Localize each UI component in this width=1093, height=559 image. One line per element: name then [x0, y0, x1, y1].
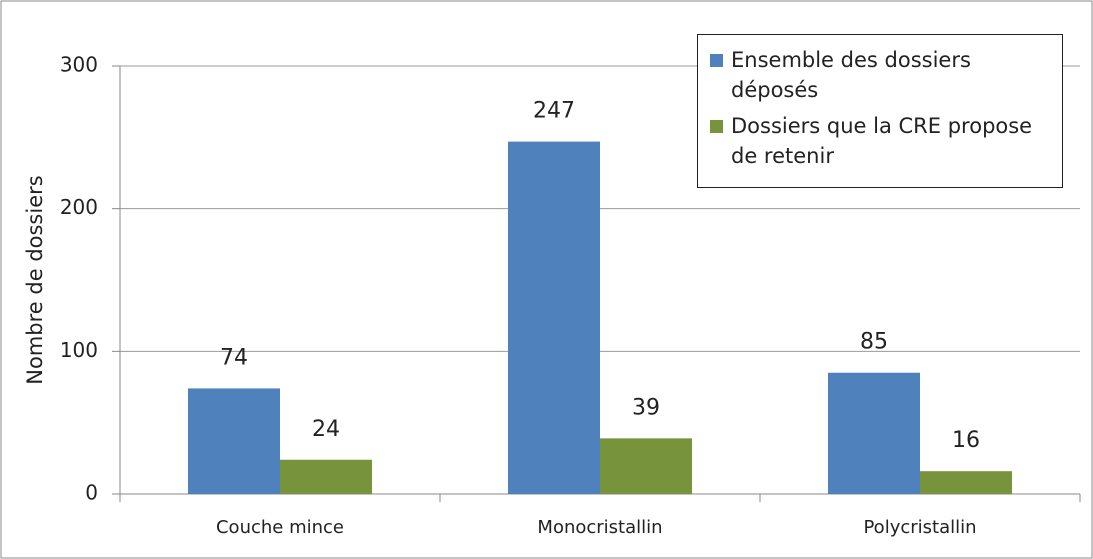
bar: [600, 438, 692, 494]
legend-entry: Dossiers que la CRE propose de retenir: [710, 111, 1050, 171]
legend: Ensemble des dossiers déposés Dossiers qu…: [697, 34, 1063, 188]
x-tick-label: Polycristallin: [863, 517, 976, 538]
y-tick-label: 0: [85, 481, 98, 505]
y-axis-label: Nombre de dossiers: [23, 175, 47, 384]
y-tick-label: 300: [60, 53, 98, 77]
data-label: 85: [860, 330, 888, 355]
y-tick-label: 100: [60, 338, 98, 362]
data-label: 16: [952, 428, 980, 453]
bar: [828, 372, 920, 494]
data-label: 247: [533, 99, 575, 124]
legend-swatch: [710, 54, 723, 67]
y-tick-label: 200: [60, 195, 98, 219]
bar: [508, 141, 600, 494]
data-label: 74: [220, 345, 248, 370]
legend-label: Dossiers que la CRE propose de retenir: [731, 114, 1033, 168]
bar: [920, 471, 1012, 494]
legend-label: Ensemble des dossiers déposés: [731, 48, 971, 102]
data-label: 39: [632, 395, 660, 420]
legend-entry: Ensemble des dossiers déposés: [710, 45, 1050, 105]
bar: [188, 388, 280, 494]
data-label: 24: [312, 417, 340, 442]
legend-swatch: [710, 120, 723, 133]
x-tick-label: Monocristallin: [537, 517, 662, 538]
bar: [280, 459, 372, 494]
x-tick-label: Couche mince: [216, 517, 344, 538]
